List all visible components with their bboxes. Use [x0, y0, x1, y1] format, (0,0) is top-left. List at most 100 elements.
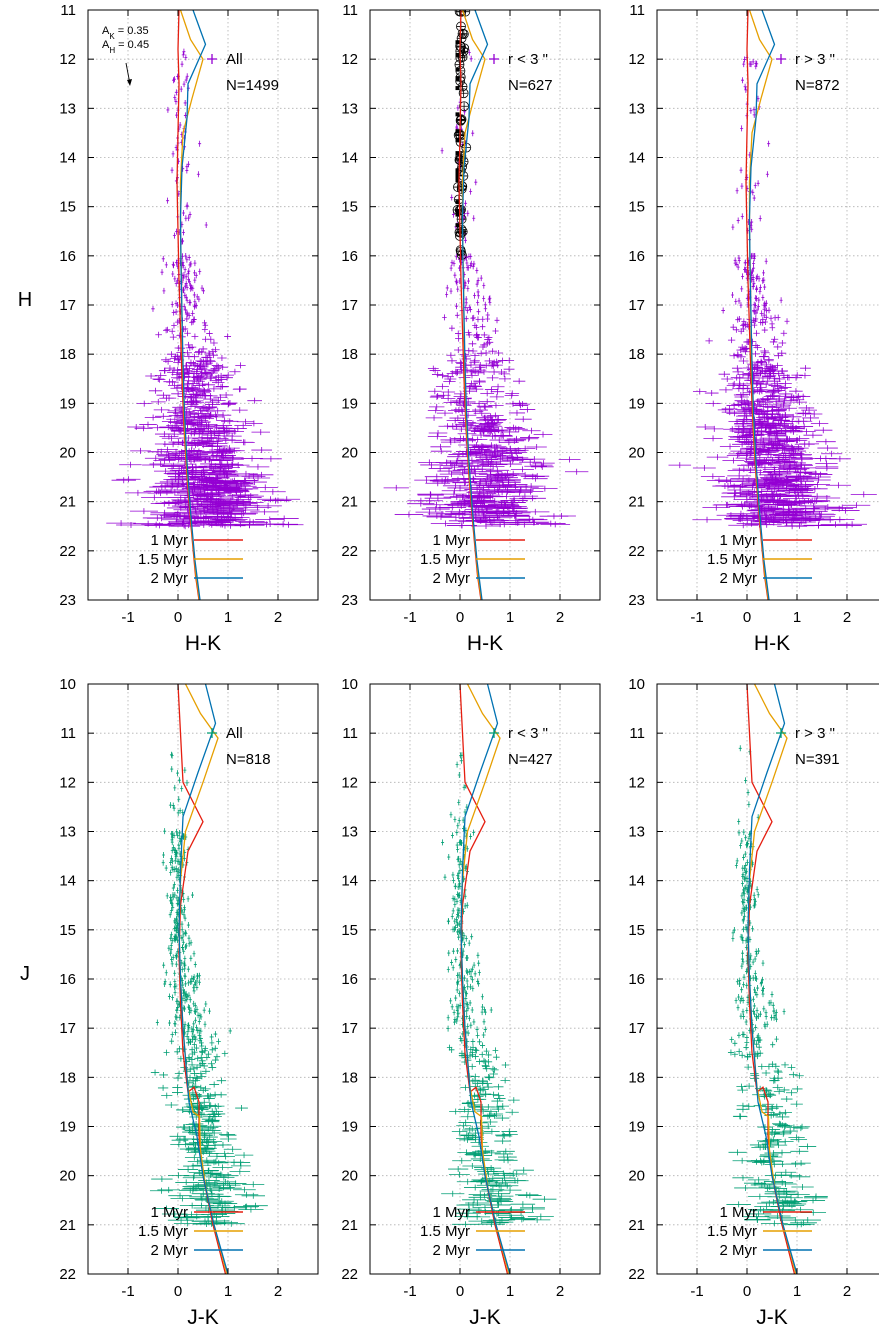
data-point: [473, 970, 477, 977]
data-point: [786, 1191, 810, 1198]
data-point: [453, 883, 457, 890]
data-point: [202, 452, 224, 459]
y-tick-label: 22: [628, 1266, 645, 1283]
data-point: [150, 500, 178, 507]
x-tick-label: 0: [174, 609, 182, 626]
data-point: [739, 1052, 746, 1059]
data-point: [533, 431, 553, 438]
data-point: [178, 425, 197, 432]
data-point: [547, 512, 576, 519]
data-point: [469, 1022, 473, 1029]
data-point: [449, 811, 453, 818]
data-point: [456, 104, 460, 111]
data-point: [753, 1041, 759, 1048]
data-point: [789, 1173, 811, 1180]
data-point: [764, 1092, 777, 1099]
data-point: [180, 935, 184, 942]
data-point: [494, 1138, 512, 1145]
data-point: [754, 302, 758, 309]
data-point: [739, 842, 743, 849]
bright-marker-square: [455, 40, 460, 45]
data-point: [208, 1064, 217, 1071]
data-point: [774, 1069, 783, 1076]
data-point: [759, 1093, 771, 1100]
row-ylabel-h: H: [18, 289, 32, 311]
data-point: [477, 960, 481, 967]
data-point: [210, 1171, 232, 1178]
data-point: [780, 500, 808, 507]
data-point: [470, 1083, 481, 1090]
data-point: [526, 444, 547, 451]
data-point: [718, 371, 731, 378]
data-point: [176, 302, 180, 309]
data-point: [498, 1154, 517, 1161]
data-point: [761, 327, 768, 334]
data-point: [417, 491, 444, 498]
data-point: [208, 470, 232, 477]
data-point: [171, 904, 175, 911]
data-point: [786, 1089, 797, 1096]
data-point: [207, 424, 226, 431]
data-point: [454, 347, 463, 354]
data-point: [193, 277, 197, 284]
isochrone-legend-label: 2 Myr: [151, 1242, 189, 1259]
data-point: [210, 457, 233, 464]
data-area: [441, 684, 557, 1274]
data-point: [789, 461, 813, 468]
data-point: [742, 876, 746, 883]
data-point: [741, 958, 745, 965]
data-point: [435, 477, 461, 484]
data-point: [184, 315, 190, 322]
data-point: [455, 450, 477, 457]
data-point: [216, 1038, 221, 1045]
x-tick-label: 1: [793, 609, 801, 626]
data-point: [532, 1196, 557, 1203]
data-point: [791, 517, 821, 524]
bright-marker-square: [455, 138, 460, 143]
data-point: [188, 1120, 204, 1127]
data-point: [465, 331, 473, 338]
data-point: [736, 382, 750, 389]
data-point: [477, 1038, 482, 1045]
data-point: [506, 435, 527, 442]
y-tick-label: 14: [628, 873, 645, 890]
data-point: [457, 855, 461, 862]
y-tick-label: 15: [628, 199, 645, 216]
data-point: [755, 285, 759, 292]
data-point: [732, 385, 746, 392]
y-tick-label: 16: [341, 248, 358, 265]
data-point: [427, 407, 444, 414]
data-point: [215, 1150, 234, 1157]
legend-subset: r > 3 ": [795, 725, 835, 742]
data-point: [441, 1190, 465, 1197]
data-point: [175, 934, 179, 941]
data-point: [802, 414, 819, 421]
data-point: [755, 1013, 759, 1020]
data-point: [451, 211, 455, 218]
data-point: [744, 1180, 766, 1187]
data-point: [466, 383, 480, 390]
data-point: [450, 832, 454, 839]
data-point: [150, 509, 179, 516]
data-point: [184, 980, 188, 987]
data-point: [428, 465, 452, 472]
y-tick-label: 12: [59, 51, 76, 68]
data-point: [748, 504, 776, 511]
data-point: [727, 337, 736, 344]
data-point: [733, 326, 740, 333]
data-point: [755, 60, 759, 67]
data-point: [765, 389, 779, 396]
data-point: [445, 437, 465, 444]
data-point: [748, 454, 771, 461]
data-point: [189, 399, 205, 406]
isochrone-legend-label: 1 Myr: [151, 1204, 189, 1221]
data-point: [173, 275, 177, 282]
data-point: [439, 471, 464, 478]
data-point: [485, 1074, 495, 1081]
data-point: [203, 509, 232, 516]
data-point: [145, 372, 157, 379]
data-point: [764, 307, 769, 314]
data-point: [469, 368, 481, 375]
data-point: [185, 167, 189, 174]
